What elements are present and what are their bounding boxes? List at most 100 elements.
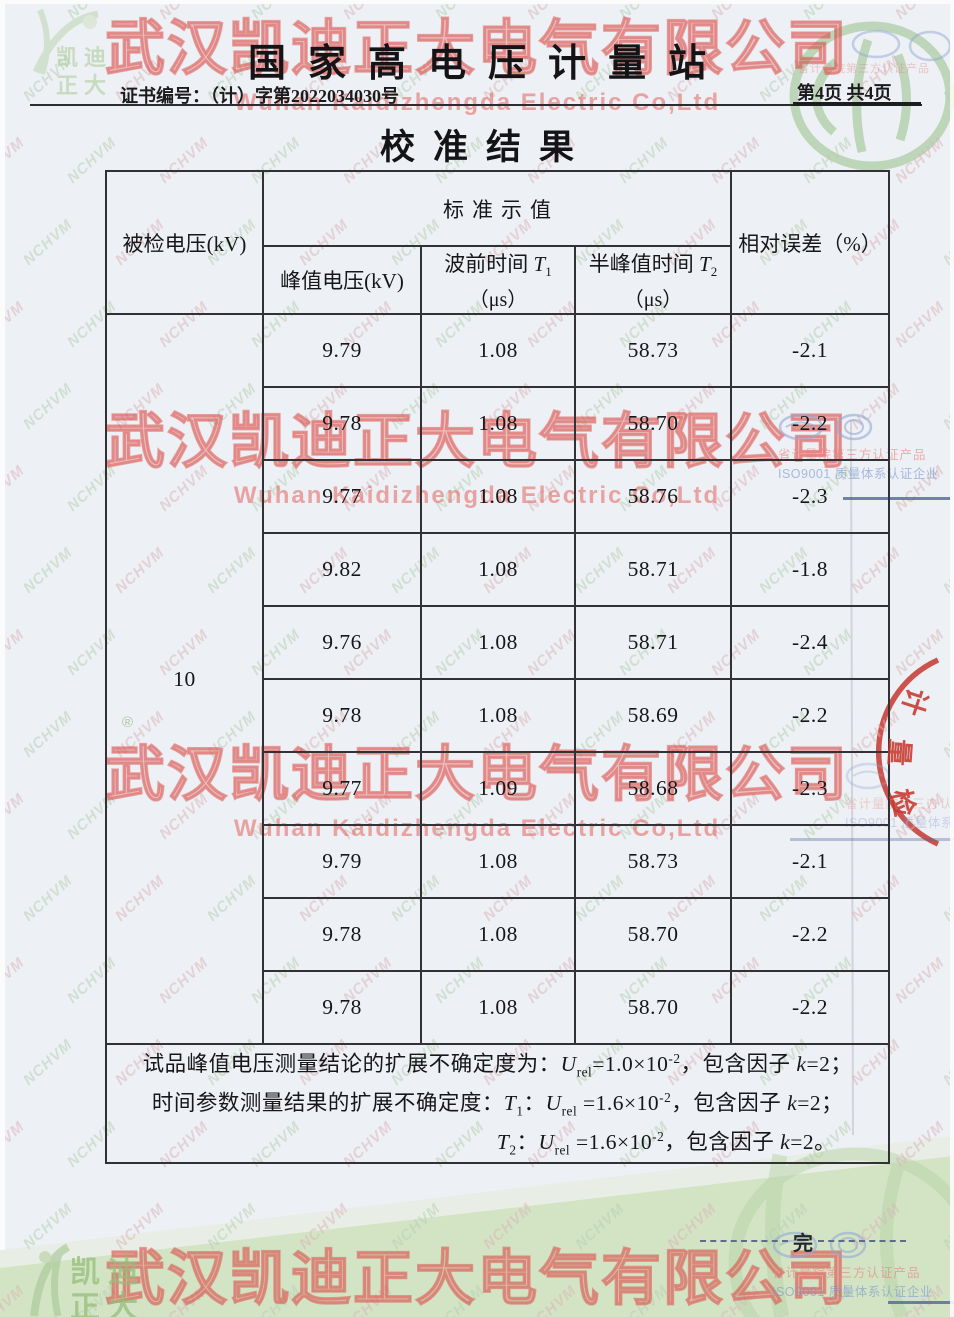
cell-relative-error: -2.1 xyxy=(730,824,890,899)
cell-peak-voltage: 9.79 xyxy=(262,313,422,388)
cell-front-time: 1.08 xyxy=(420,532,576,607)
cell-relative-error: -2.2 xyxy=(730,897,890,972)
table-row: 9.79 1.08 58.73 -2.1 xyxy=(106,824,890,899)
leaf-logo-top-left-icon xyxy=(32,8,99,75)
front-time-label: 波前时间 T1 xyxy=(444,251,552,280)
half-peak-time-label: 半峰值时间 T2 xyxy=(588,251,718,280)
table-header-row-2: 峰值电压(kV) 波前时间 T1 （μs） 半峰值时间 T2 （μs） xyxy=(106,245,889,315)
certificate-number: 证书编号：（计）字第2022034030号 xyxy=(120,86,399,106)
table-row: 9.77 1.08 58.76 -2.3 xyxy=(106,459,890,534)
table-header-row-1: 被检电压(kV) 标准示值 相对误差（%） xyxy=(105,170,890,315)
cell-half-peak-time: 58.76 xyxy=(574,459,732,534)
cell-peak-voltage: 9.78 xyxy=(262,678,422,753)
cell-half-peak-time: 58.73 xyxy=(574,824,732,899)
note-line-1: 试品峰值电压测量结论的扩展不确定度为：Urel=1.0×10-2，包含因子 k=… xyxy=(142,1050,853,1080)
cell-peak-voltage: 9.77 xyxy=(262,459,422,534)
half-peak-time-unit: （μs） xyxy=(623,289,683,312)
table-row: 9.82 1.08 58.71 -1.8 xyxy=(106,532,890,607)
cell-tested-voltage: 10 xyxy=(105,313,264,1045)
col-header-peak-voltage: 峰值电压(kV) xyxy=(262,245,422,315)
cell-half-peak-time: 58.70 xyxy=(574,386,732,461)
cell-half-peak-time: 58.71 xyxy=(574,605,732,680)
cell-relative-error: -2.1 xyxy=(730,313,890,388)
cell-half-peak-time: 58.68 xyxy=(574,751,732,826)
cell-front-time: 1.08 xyxy=(420,605,576,680)
accent-line-mid1 xyxy=(843,497,951,500)
scan-edge-left xyxy=(0,0,5,1250)
leaf-logo-bottom-left-icon xyxy=(30,1243,71,1317)
col-header-front-time: 波前时间 T1 （μs） xyxy=(420,245,576,315)
table-row: 9.78 1.08 58.70 -2.2 xyxy=(106,897,890,972)
cell-front-time: 1.08 xyxy=(420,386,576,461)
end-marker-char: 完 xyxy=(793,1232,813,1255)
cell-front-time: 1.08 xyxy=(420,678,576,753)
cert-blue-text: ISO9001 质量体系认证企业 xyxy=(772,1285,933,1299)
table-row: 9.78 1.08 58.70 -2.2 xyxy=(106,970,890,1045)
page-indicator: 第4页 共4页 xyxy=(797,83,892,103)
cell-peak-voltage: 9.78 xyxy=(262,386,422,461)
cell-peak-voltage: 9.82 xyxy=(262,532,422,607)
cell-peak-voltage: 9.79 xyxy=(262,824,422,899)
cell-relative-error: -2.4 xyxy=(730,605,890,680)
cell-relative-error: -2.2 xyxy=(730,970,890,1045)
uncertainty-note: 试品峰值电压测量结论的扩展不确定度为：Urel=1.0×10-2，包含因子 k=… xyxy=(105,1042,890,1165)
cert-logos xyxy=(772,1231,954,1259)
cell-half-peak-time: 58.71 xyxy=(574,532,732,607)
col-header-tested-voltage: 被检电压(kV) xyxy=(105,170,264,315)
end-dash-left xyxy=(700,1240,788,1242)
col-header-standard-value: 标准示值 xyxy=(262,170,732,247)
cert-ccc-logo-icon xyxy=(829,1231,867,1259)
table-row: 9.78 1.08 58.70 -2.2 xyxy=(106,386,890,461)
brand-logo-text-bottom-left: 凯迪 正大 xyxy=(70,1256,146,1317)
cell-front-time: 1.09 xyxy=(420,751,576,826)
table-row: 10 9.79 1.08 58.73 -2.1 xyxy=(105,313,890,1045)
section-title: 校准结果 xyxy=(379,128,592,167)
header-rule xyxy=(30,104,922,106)
cell-relative-error: -2.3 xyxy=(730,459,890,534)
cell-front-time: 1.08 xyxy=(420,459,576,534)
scan-edge-right xyxy=(950,0,954,1317)
table-body: 10 9.79 1.08 58.73 -2.1 9.78 1.08 58.70 -2.2 9.77… xyxy=(105,313,890,1045)
cert-red-text: 省计量院第三方认证产品 xyxy=(772,1266,921,1280)
cell-half-peak-time: 58.69 xyxy=(574,678,732,753)
cert-oval-logo-icon xyxy=(772,1231,818,1259)
cell-front-time: 1.08 xyxy=(420,970,576,1045)
calibration-results-table: 被检电压(kV) 标准示值 相对误差（%） 峰值电压(kV) 波前时间 T1 （… xyxy=(105,170,890,1165)
cell-front-time: 1.08 xyxy=(420,824,576,899)
cert-block-bottom: 省计量院第三方认证产品 ISO9001 质量体系认证企业 xyxy=(772,1231,954,1300)
brand-logo-text-top-left: 凯迪 正大 xyxy=(56,45,113,98)
cell-front-time: 1.08 xyxy=(420,897,576,972)
red-seal-char: 量 xyxy=(883,737,915,767)
accent-line-bottom xyxy=(888,1301,954,1304)
cell-relative-error: -2.2 xyxy=(730,678,890,753)
end-dash-right xyxy=(818,1240,906,1242)
page-title: 国家高电压计量站 xyxy=(247,43,728,85)
table-row: 9.77 1.09 58.68 -2.3 xyxy=(106,751,890,826)
cell-relative-error: -2.3 xyxy=(730,751,890,826)
cell-peak-voltage: 9.78 xyxy=(262,970,422,1045)
cell-half-peak-time: 58.70 xyxy=(574,970,732,1045)
note-line-3: T2：Urel =1.6×10-2，包含因子 k=2。 xyxy=(496,1128,837,1158)
cell-peak-voltage: 9.77 xyxy=(262,751,422,826)
scan-edge-top xyxy=(0,0,954,4)
header-rule-right xyxy=(793,102,921,106)
cell-front-time: 1.08 xyxy=(420,313,576,388)
end-marker: 完 xyxy=(700,1230,906,1255)
col-header-relative-error: 相对误差（%） xyxy=(730,170,890,315)
cell-half-peak-time: 58.73 xyxy=(574,313,732,388)
cell-half-peak-time: 58.70 xyxy=(574,897,732,972)
table-row: 9.78 1.08 58.69 -2.2 xyxy=(106,678,890,753)
uncertainty-note-row: 试品峰值电压测量结论的扩展不确定度为：Urel=1.0×10-2，包含因子 k=… xyxy=(105,1042,890,1165)
cell-peak-voltage: 9.78 xyxy=(262,897,422,972)
cell-relative-error: -2.2 xyxy=(730,386,890,461)
green-band-main xyxy=(0,1156,954,1317)
table-row: 9.76 1.08 58.71 -2.4 xyxy=(106,605,890,680)
cert-red-text-top: 省计量院第三方认证产品 xyxy=(798,63,930,75)
cell-relative-error: -1.8 xyxy=(730,532,890,607)
note-line-2: 时间参数测量结果的扩展不确定度：T1：Urel =1.6×10-2，包含因子 k… xyxy=(151,1089,844,1119)
front-time-unit: （μs） xyxy=(468,289,528,312)
col-header-half-peak-time: 半峰值时间 T2 （μs） xyxy=(574,245,732,315)
cell-peak-voltage: 9.76 xyxy=(262,605,422,680)
